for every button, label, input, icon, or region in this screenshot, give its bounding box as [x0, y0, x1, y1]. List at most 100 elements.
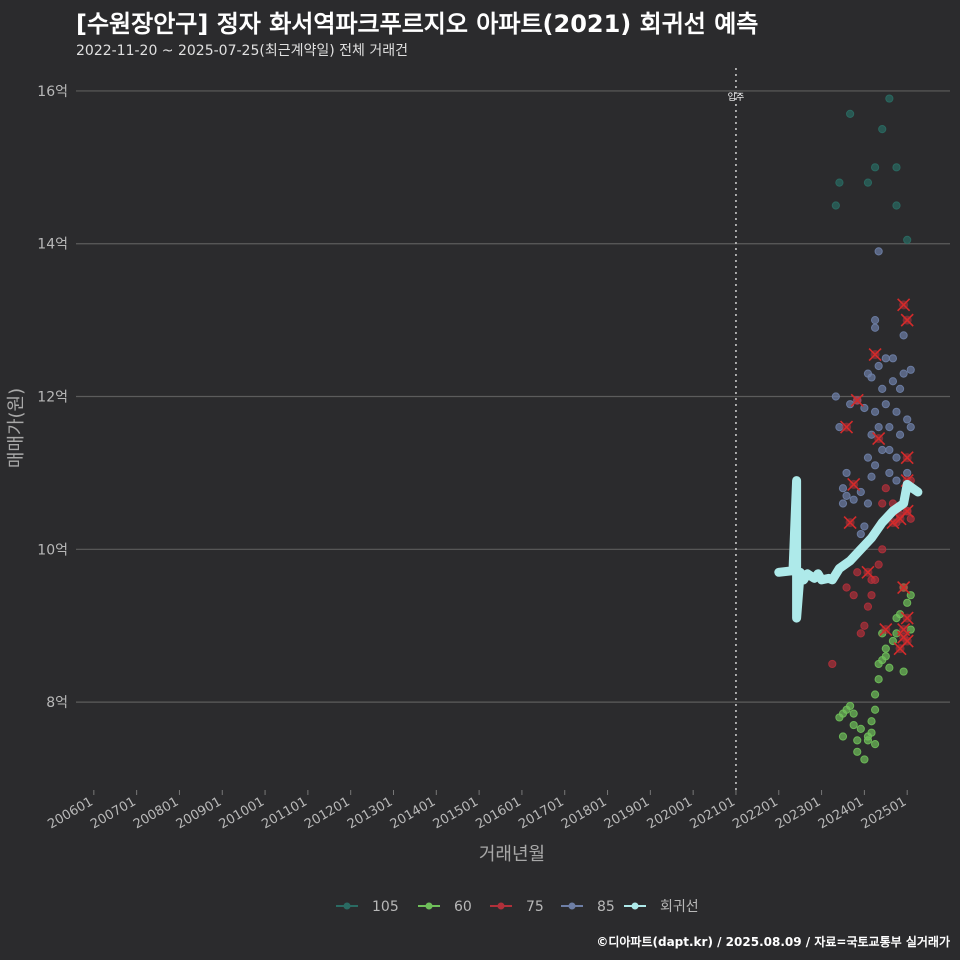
point-75: [853, 568, 862, 577]
y-tick-labels: 8억 10억 12억 14억 16억: [37, 84, 68, 711]
point-60: [874, 675, 883, 684]
point-60: [856, 724, 865, 733]
x-tick-label: 201901: [602, 794, 652, 832]
cancelled-marker: [839, 420, 854, 434]
point-75: [842, 583, 851, 592]
point-85: [892, 453, 901, 462]
point-105: [863, 178, 873, 187]
point-85: [903, 415, 912, 424]
point-85: [885, 422, 894, 432]
point-105: [870, 163, 880, 172]
legend-item: 60: [418, 899, 472, 915]
point-105: [835, 178, 844, 187]
legend-item: 회귀선: [624, 899, 699, 915]
cancelled-x: [843, 516, 857, 530]
point-85: [867, 373, 876, 382]
x-tick-label: 202401: [816, 794, 866, 832]
point-75: [878, 499, 887, 508]
point-85: [870, 407, 880, 416]
point-75: [828, 659, 837, 669]
credit-text: ©디아파트(dapt.kr) / 2025.08.09 / 자료=국토교통부 실…: [596, 935, 950, 949]
x-tick-labels: 2006012007012008012009012010012011012012…: [45, 790, 909, 832]
point-85: [863, 453, 873, 462]
point-60: [899, 667, 908, 676]
point-75: [881, 484, 890, 493]
x-tick-label: 201001: [217, 794, 267, 832]
point-60: [870, 705, 880, 714]
point-75: [860, 621, 869, 630]
chart-subtitle: 2022-11-20 ~ 2025-07-25(최근계약일) 전체 거래건: [76, 43, 408, 59]
x-tick-label: 202201: [730, 794, 780, 832]
cancelled-x: [900, 451, 914, 465]
point-85: [849, 495, 858, 504]
point-85: [888, 354, 898, 363]
x-tick-label: 201301: [345, 794, 395, 832]
point-85: [888, 377, 898, 386]
cancelled-x: [893, 642, 907, 656]
point-60: [853, 747, 862, 756]
cancelled-x: [850, 393, 864, 407]
grid-lines: [76, 90, 950, 703]
point-60: [849, 720, 858, 730]
point-85: [899, 331, 908, 340]
x-tick-label: 201701: [516, 794, 566, 832]
point-85: [881, 354, 890, 363]
cancelled-x: [872, 431, 886, 446]
point-85: [838, 499, 848, 508]
x-tick-label: 202101: [687, 794, 737, 832]
x-tick-label: 200801: [131, 794, 181, 832]
cancelled-marker: [872, 431, 886, 446]
point-75: [867, 591, 876, 600]
cancelled-marker: [847, 477, 861, 491]
x-tick-label: 201101: [259, 794, 309, 832]
point-85: [838, 484, 848, 493]
point-85: [885, 445, 894, 455]
y-tick-label: 16억: [37, 84, 68, 100]
x-tick-label: 200901: [174, 794, 224, 832]
point-85: [892, 407, 901, 416]
cancelled-x: [839, 420, 854, 434]
point-85: [885, 468, 894, 478]
point-60: [867, 728, 876, 737]
point-85: [878, 384, 887, 393]
point-60: [903, 598, 912, 607]
cancelled-x: [897, 298, 911, 312]
move-in-label: 입주: [728, 91, 745, 103]
point-85: [863, 499, 873, 508]
legend: 105 60 75 85 회귀선: [336, 899, 699, 915]
cancelled-marker: [879, 622, 893, 637]
x-tick-label: 202501: [859, 794, 909, 832]
cancelled-x: [900, 611, 914, 625]
point-60: [870, 690, 880, 699]
legend-dot: [497, 902, 505, 910]
cancelled-marker: [900, 611, 914, 625]
cancelled-marker: [868, 347, 882, 362]
cancelled-marker: [897, 622, 911, 637]
point-85: [906, 422, 915, 432]
point-85: [870, 323, 880, 332]
legend-item: 105: [336, 899, 399, 915]
cancelled-markers: [839, 298, 914, 656]
cancelled-marker: [900, 451, 914, 465]
legend-label: 105: [372, 899, 399, 915]
cancelled-x: [897, 622, 911, 637]
point-60: [846, 701, 855, 711]
point-105: [885, 94, 894, 103]
x-tick-label: 201601: [473, 794, 523, 832]
x-tick-label: 201401: [388, 794, 438, 832]
point-85: [831, 392, 840, 401]
point-85: [842, 491, 851, 500]
regression-line: [774, 476, 923, 623]
legend-label: 60: [454, 899, 472, 915]
point-60: [838, 732, 848, 741]
move-in-marker: 입주: [728, 68, 745, 790]
x-tick-label: 201201: [302, 794, 352, 832]
point-85: [903, 468, 912, 478]
point-60: [853, 736, 862, 745]
point-85: [895, 430, 905, 439]
legend-item: 75: [490, 899, 544, 915]
scatter-points: [828, 94, 915, 764]
point-85: [874, 247, 883, 256]
legend-dot: [631, 902, 639, 910]
y-tick-label: 12억: [37, 390, 68, 406]
